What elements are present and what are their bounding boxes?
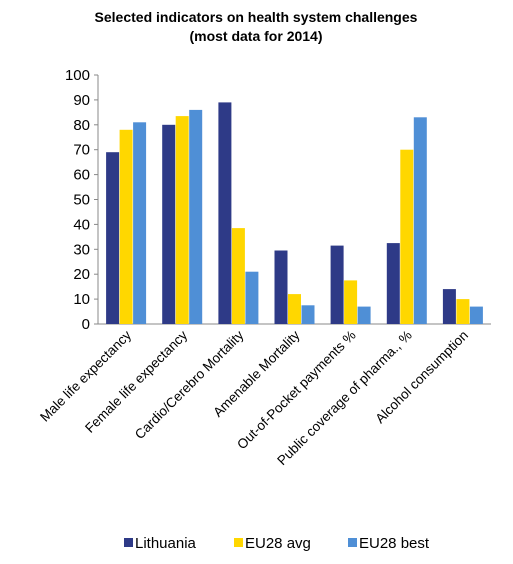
- x-category-label: Male life expectancy: [37, 327, 134, 424]
- y-tick-label: 90: [73, 92, 90, 109]
- legend-swatch: [234, 538, 243, 547]
- bar-lithuania-4: [330, 245, 344, 324]
- bar-lithuania-0: [106, 152, 120, 324]
- bar-lithuania-5: [386, 243, 400, 324]
- bar-eu28-best-1: [189, 109, 203, 325]
- legend-label: EU28 best: [359, 535, 430, 552]
- x-category-label: Out-of-Pocket payments %: [234, 328, 359, 453]
- legend-label: Lithuania: [135, 535, 197, 552]
- bar-eu28-avg-1: [175, 116, 189, 324]
- bar-eu28-avg-4: [344, 280, 358, 324]
- y-tick-label: 50: [73, 192, 90, 209]
- bar-lithuania-2: [218, 102, 232, 325]
- legend-swatch: [124, 538, 133, 547]
- axes: 0 10 20 30 40 50 60 70 80 90 100: [65, 67, 491, 333]
- legend-swatch: [348, 538, 357, 547]
- y-tick-label: 10: [73, 291, 90, 308]
- x-category-label: Cardio/Cerebro Mortality: [132, 327, 247, 442]
- bar-eu28-best-5: [413, 117, 427, 324]
- chart-title: Selected indicators on health system cha…: [95, 9, 418, 25]
- legend: Lithuania EU28 avg EU28 best: [124, 535, 430, 552]
- bar-eu28-best-4: [357, 306, 371, 324]
- y-tick-label: 30: [73, 241, 90, 258]
- bar-lithuania-1: [162, 124, 176, 324]
- y-tick-label: 40: [73, 216, 90, 233]
- bar-eu28-best-0: [133, 122, 147, 324]
- y-tick-label: 0: [82, 316, 90, 333]
- bar-eu28-best-6: [469, 306, 483, 324]
- y-tick-label: 70: [73, 142, 90, 159]
- bar-eu28-avg-2: [231, 228, 245, 324]
- bar-eu28-avg-3: [288, 294, 301, 324]
- chart-subtitle: (most data for 2014): [189, 28, 322, 44]
- bar-lithuania-6: [442, 289, 456, 324]
- bars: [106, 102, 483, 325]
- bar-eu28-best-2: [245, 271, 259, 324]
- bar-lithuania-3: [274, 250, 288, 324]
- bar-eu28-avg-6: [456, 299, 470, 324]
- bar-eu28-avg-0: [119, 129, 133, 324]
- y-tick-label: 60: [73, 167, 90, 184]
- x-category-label: Alcohol consumption: [372, 328, 471, 427]
- y-tick-label: 100: [65, 67, 90, 84]
- y-tick-label: 80: [73, 117, 90, 134]
- legend-label: EU28 avg: [245, 535, 311, 552]
- bar-eu28-best-3: [301, 305, 315, 324]
- y-tick-label: 20: [73, 266, 90, 283]
- bar-eu28-avg-5: [400, 149, 414, 324]
- x-category-label: Female life expectancy: [82, 327, 190, 435]
